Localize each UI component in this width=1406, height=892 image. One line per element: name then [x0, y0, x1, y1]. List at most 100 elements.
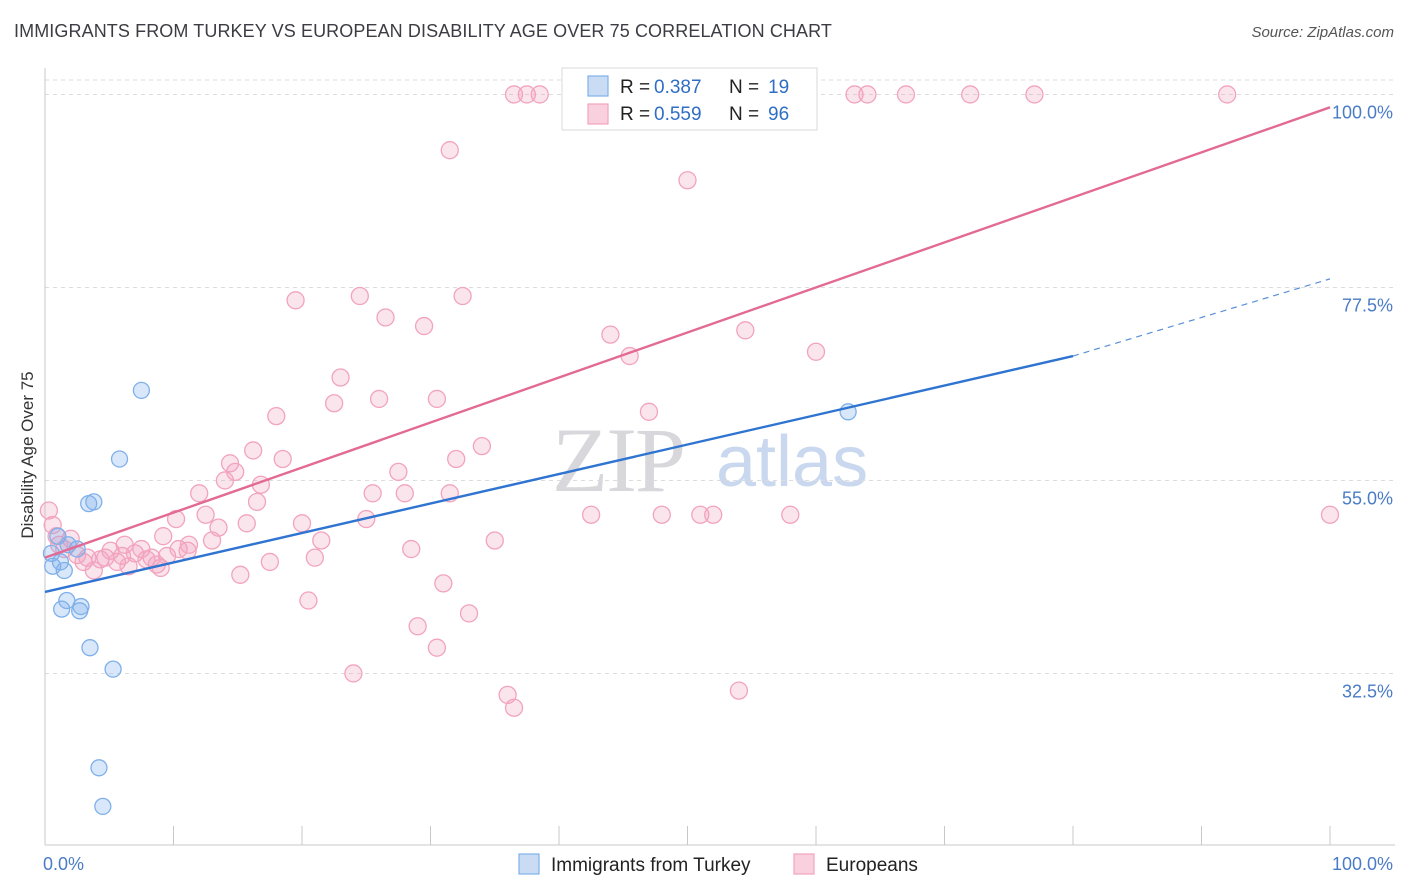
y-tick-label-3: 100.0%	[1332, 102, 1393, 122]
point-europeans-96	[1025, 85, 1044, 104]
point-europeans-60	[408, 617, 427, 636]
point-europeans-79	[581, 505, 601, 524]
series-europeans	[39, 85, 1340, 717]
point-europeans-36	[231, 565, 250, 584]
point-europeans-63	[427, 389, 447, 409]
point-europeans-73	[504, 698, 524, 717]
point-europeans-70	[472, 436, 492, 456]
legend-n-value-blue: 19	[768, 77, 789, 98]
point-europeans-94	[896, 85, 916, 104]
point-europeans-30	[196, 505, 215, 524]
point-europeans-80	[601, 325, 620, 344]
bottom-legend: Immigrants from Turkey Europeans	[518, 853, 918, 876]
point-turkey-4	[55, 561, 73, 580]
point-europeans-90	[781, 505, 800, 524]
legend-swatch-pink	[587, 103, 609, 125]
point-europeans-85	[691, 505, 710, 524]
trend-europeans	[44, 106, 1331, 559]
point-turkey-3	[51, 553, 70, 571]
y-tick-label-0: 32.5%	[1342, 681, 1393, 701]
point-europeans-75	[517, 85, 537, 104]
legend-r-label-blue: R =	[620, 77, 650, 98]
point-europeans-69	[459, 604, 479, 623]
point-europeans-56	[376, 308, 395, 327]
point-europeans-42	[267, 406, 286, 426]
point-europeans-89	[736, 321, 755, 340]
legend-n-label-blue: N =	[729, 77, 759, 98]
legend-swatch-blue	[587, 75, 609, 97]
legend-r-label-pink: R =	[620, 104, 650, 125]
legend: R = 0.387 N = 19 R = 0.559 N = 96	[561, 67, 818, 131]
legend-n-value-pink: 96	[768, 104, 789, 125]
x-tick-label-0: 0.0%	[43, 854, 84, 874]
point-europeans-86	[704, 505, 723, 524]
tick-labels: 32.5% 55.0% 77.5% 100.0% 0.0% 100.0%	[43, 102, 1393, 874]
x-tick-label-1: 100.0%	[1332, 854, 1393, 874]
bottom-legend-swatch-blue	[518, 853, 540, 875]
point-turkey-12	[85, 493, 103, 511]
bottom-legend-swatch-pink	[793, 853, 815, 875]
point-turkey-15	[90, 759, 108, 777]
point-europeans-34	[220, 454, 240, 473]
legend-r-value-blue: 0.387	[654, 77, 702, 98]
point-europeans-91	[806, 342, 826, 361]
point-europeans-52	[350, 286, 369, 306]
point-europeans-66	[440, 141, 459, 160]
axes	[44, 68, 1395, 846]
point-europeans-98	[1320, 505, 1340, 524]
point-europeans-49	[324, 394, 344, 413]
bottom-legend-label-pink: Europeans	[826, 855, 918, 876]
point-europeans-55	[369, 389, 389, 409]
point-europeans-37	[237, 514, 256, 533]
point-turkey-14	[104, 660, 122, 678]
point-europeans-62	[427, 638, 447, 657]
point-europeans-38	[247, 492, 267, 512]
point-europeans-76	[530, 85, 549, 104]
point-europeans-74	[504, 85, 524, 104]
point-europeans-46	[299, 591, 318, 610]
bottom-legend-label-blue: Immigrants from Turkey	[551, 855, 751, 876]
point-europeans-68	[453, 286, 472, 306]
legend-n-label-pink: N =	[729, 104, 759, 125]
point-turkey-13	[81, 639, 99, 657]
trend-turkey	[44, 354, 1074, 594]
y-tick-label-1: 55.0%	[1342, 488, 1393, 508]
point-europeans-92	[845, 85, 864, 104]
legend-r-value-pink: 0.559	[654, 104, 702, 125]
point-europeans-9	[84, 561, 103, 580]
point-europeans-1	[43, 515, 62, 535]
trend-lines	[44, 106, 1331, 594]
point-europeans-57	[389, 462, 408, 482]
point-europeans-28	[179, 535, 199, 554]
y-axis-title: Disability Age Over 75	[18, 371, 37, 538]
point-europeans-0	[39, 501, 59, 520]
point-europeans-51	[344, 664, 363, 683]
point-europeans-67	[447, 449, 466, 469]
point-europeans-59	[402, 539, 421, 559]
point-turkey-8	[53, 600, 71, 618]
point-europeans-44	[286, 291, 305, 310]
point-europeans-93	[858, 85, 877, 104]
source-credit: Source: ZipAtlas.com	[1251, 24, 1394, 41]
point-europeans-48	[312, 531, 331, 550]
point-europeans-47	[305, 548, 325, 567]
point-turkey-18	[132, 381, 151, 400]
point-europeans-35	[226, 462, 245, 482]
point-europeans-32	[209, 518, 228, 537]
point-europeans-29	[190, 484, 209, 503]
point-turkey-16	[94, 797, 112, 816]
point-europeans-61	[414, 316, 434, 336]
y-tick-label-2: 77.5%	[1342, 295, 1393, 315]
point-europeans-71	[485, 531, 504, 550]
watermark-atlas: atlas	[716, 422, 868, 502]
point-europeans-84	[678, 171, 697, 190]
point-europeans-50	[331, 368, 350, 387]
point-europeans-88	[729, 681, 749, 700]
point-europeans-41	[260, 552, 280, 572]
point-europeans-83	[652, 505, 671, 524]
point-europeans-64	[434, 574, 453, 593]
point-europeans-45	[292, 514, 312, 533]
point-turkey-17	[110, 450, 129, 468]
point-europeans-97	[1218, 85, 1237, 104]
